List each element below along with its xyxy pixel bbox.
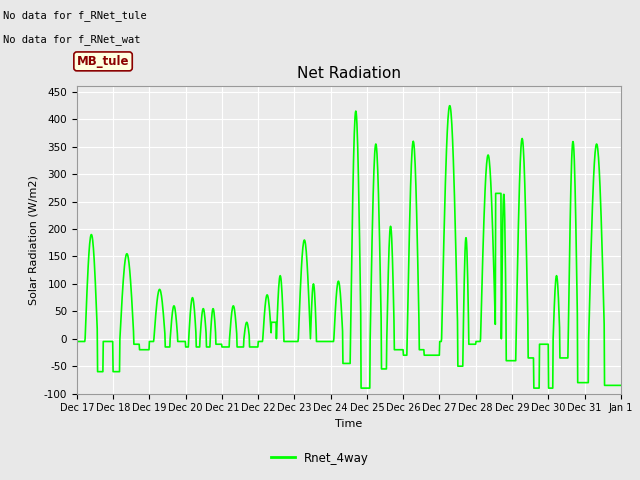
X-axis label: Time: Time — [335, 419, 362, 429]
Y-axis label: Solar Radiation (W/m2): Solar Radiation (W/m2) — [28, 175, 38, 305]
Text: No data for f_RNet_tule: No data for f_RNet_tule — [3, 10, 147, 21]
Text: MB_tule: MB_tule — [77, 55, 129, 68]
Legend: Rnet_4way: Rnet_4way — [266, 447, 374, 469]
Text: No data for f_RNet_wat: No data for f_RNet_wat — [3, 34, 141, 45]
Title: Net Radiation: Net Radiation — [297, 66, 401, 81]
